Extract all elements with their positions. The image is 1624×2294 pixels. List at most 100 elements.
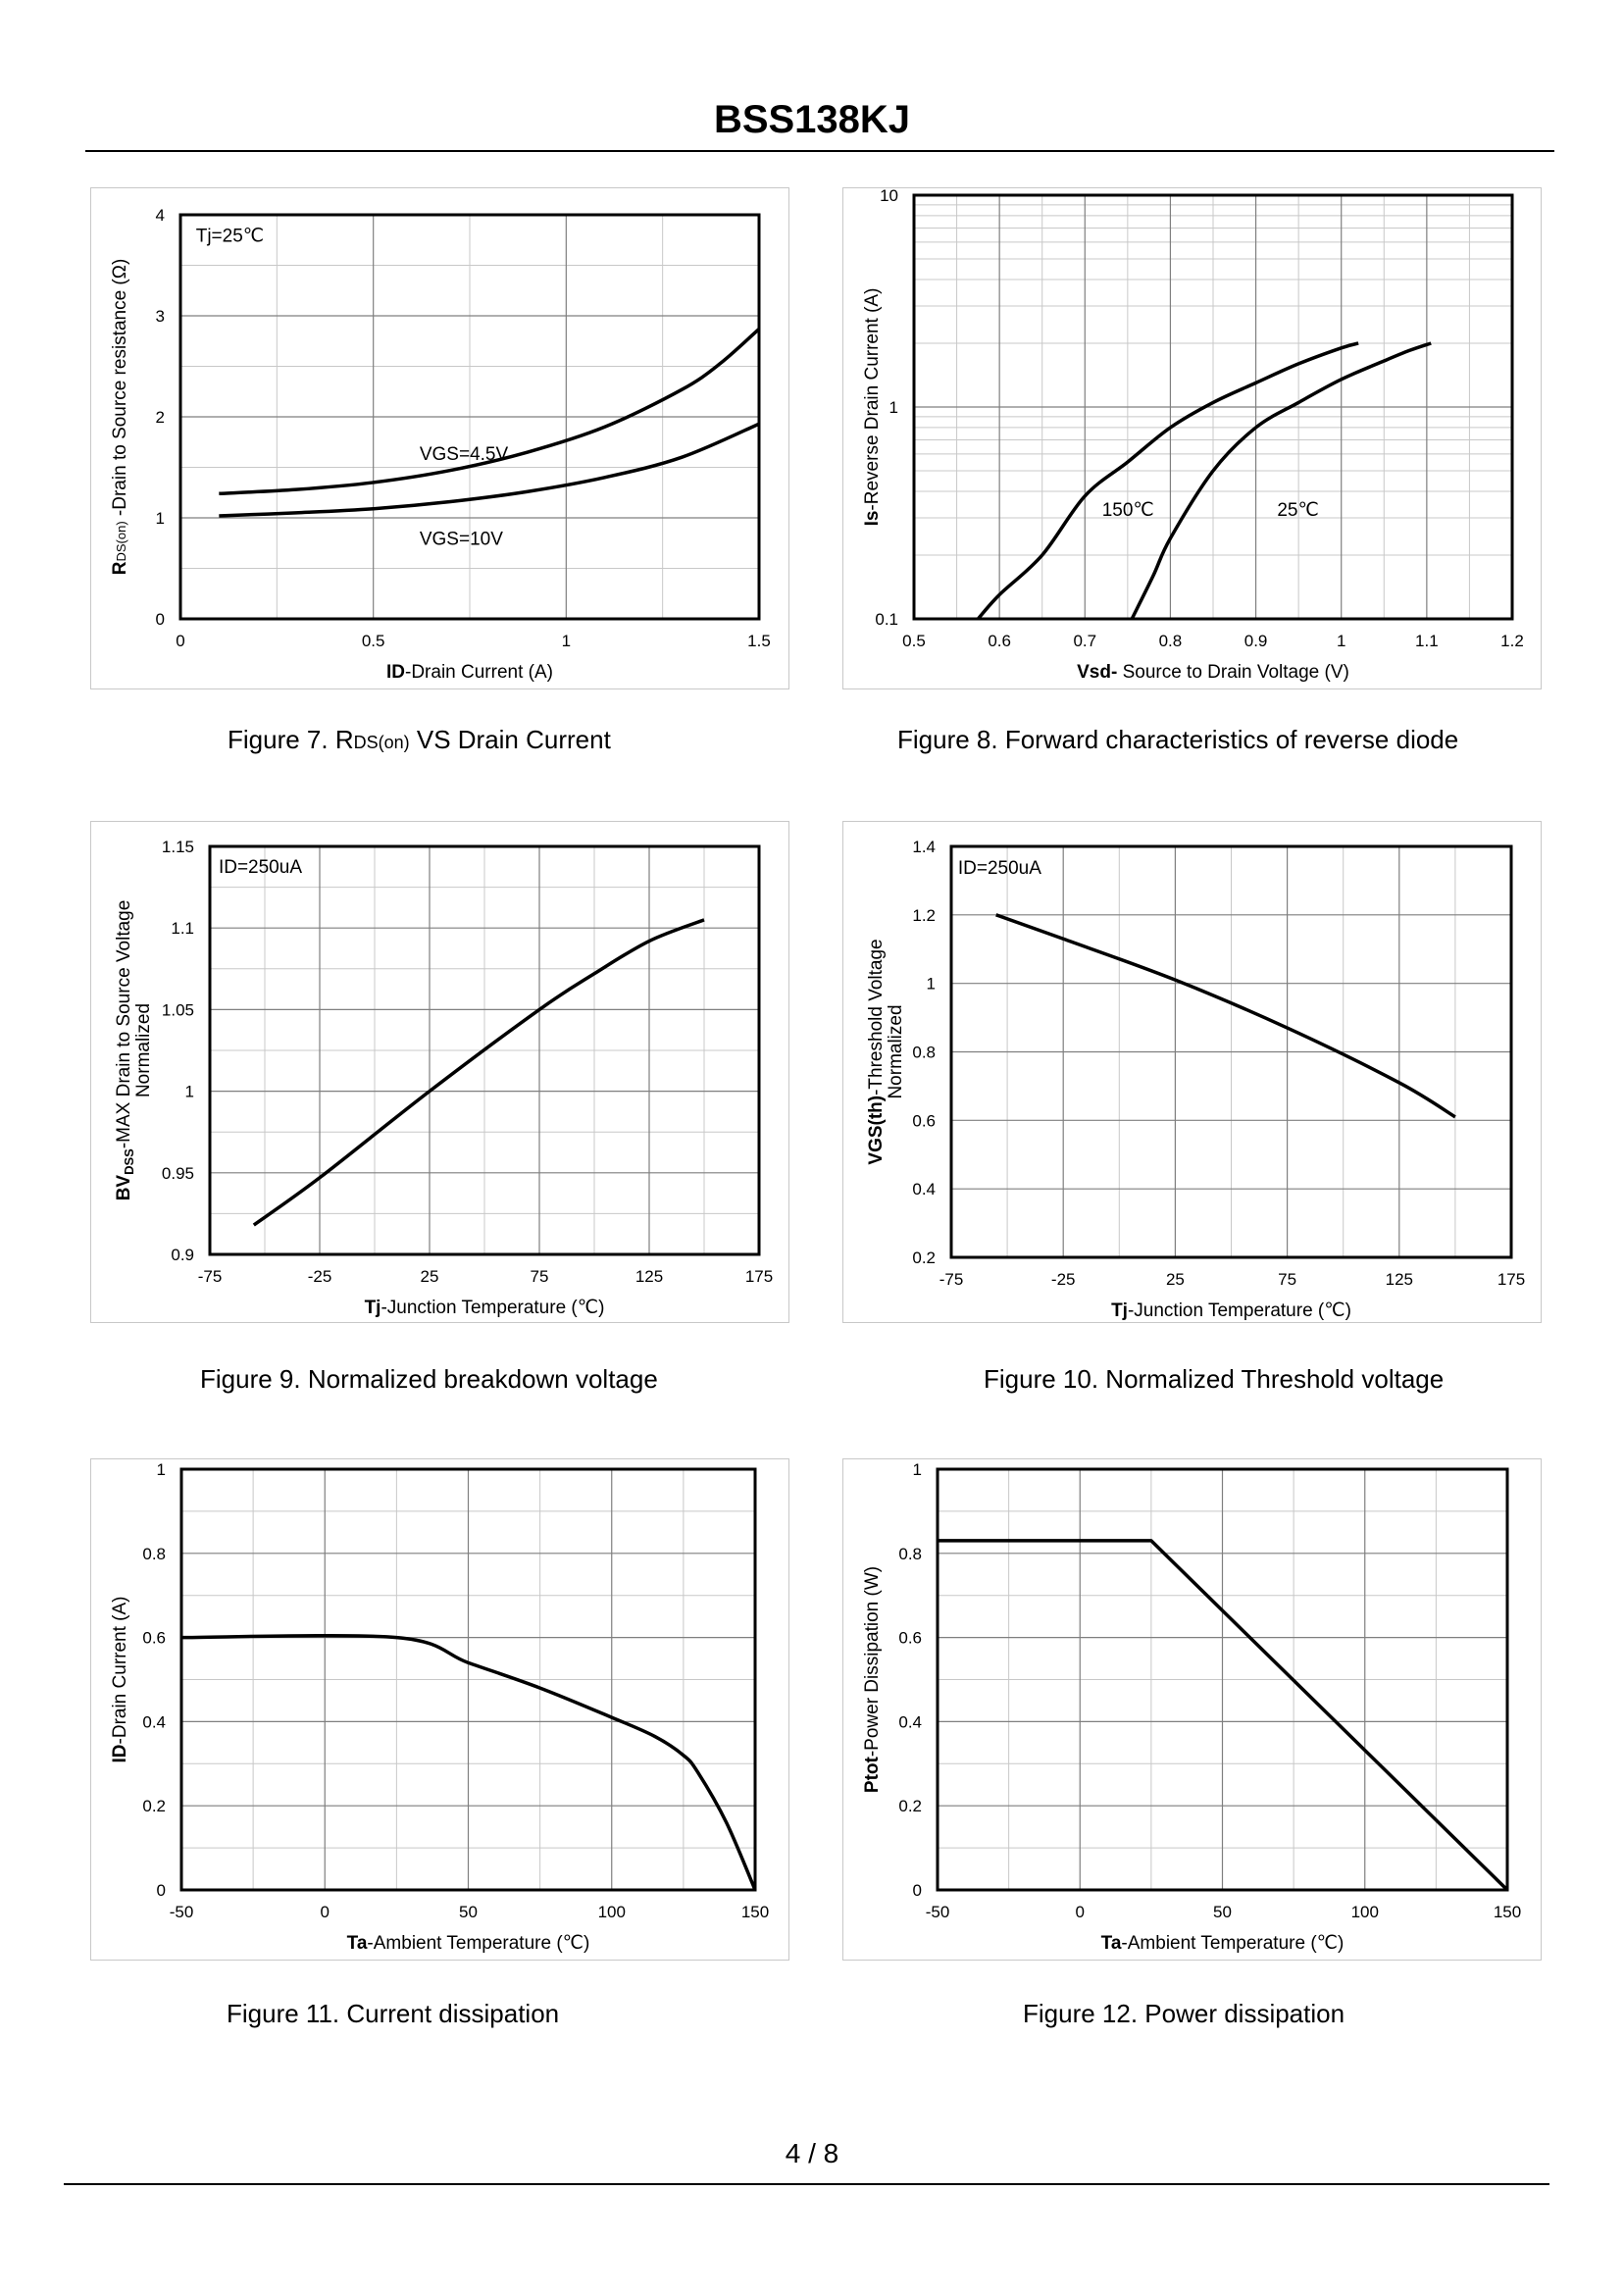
- chart-frame: [90, 1458, 789, 1961]
- x-axis-label: Vsd- Source to Drain Voltage (V): [1077, 662, 1349, 683]
- y-tick-label: 0: [913, 1881, 922, 1900]
- x-tick-label: 1: [1337, 632, 1345, 650]
- x-tick-label: 50: [1213, 1903, 1232, 1921]
- figure-10-chart: -75 -25 25 75 125 175 0.2 0.4 0.6 0.8 1 1.2 1.4 Tj-Ju…: [842, 821, 1542, 1323]
- plot-area-border: [949, 844, 1513, 1259]
- x-tick-label: 125: [1386, 1270, 1413, 1289]
- y-axis-label: BVDSS-MAX Drain to Source Voltage: [114, 900, 136, 1201]
- x-tick-label: 0.9: [1244, 632, 1268, 650]
- y-tick-label: 0.8: [898, 1545, 922, 1563]
- x-tick-label: 0: [1076, 1903, 1085, 1921]
- y-tick-label: 10: [880, 187, 898, 205]
- y-tick-label: 1: [185, 1083, 194, 1101]
- y-axis-label-line2: Normalized: [133, 1003, 154, 1097]
- y-tick-label: 1: [157, 1460, 166, 1479]
- x-axis-label: ID-Drain Current (A): [386, 662, 553, 683]
- figure-10-svg: -75 -25 25 75 125 175 0.2 0.4 0.6 0.8 1 1.2 1.4 Tj-Ju…: [842, 821, 1542, 1323]
- chart-frame: [90, 187, 789, 689]
- series-line-0: [252, 918, 705, 1227]
- y-tick-label: 1.4: [912, 838, 936, 856]
- y-tick-label: 3: [156, 307, 165, 326]
- x-axis-label: Ta-Ambient Temperature (℃): [347, 1933, 590, 1954]
- x-tick-label: 1.5: [747, 632, 771, 650]
- y-tick-label: 1.1: [171, 919, 194, 938]
- annotation-label: VGS=10V: [420, 530, 503, 550]
- x-tick-label: 1: [562, 632, 571, 650]
- y-tick-label: 1.2: [912, 906, 936, 925]
- annotation-label: Tj=25℃: [196, 227, 264, 247]
- x-tick-label: 0: [176, 632, 184, 650]
- figure-7-caption: Figure 7. RDS(on) VS Drain Current: [228, 725, 611, 754]
- x-axis-label: Tj-Junction Temperature (℃): [1111, 1300, 1351, 1321]
- figure-9-svg: -75 -25 25 75 125 175 0.9 0.95 1 1.05 1.1 1.15 Tj-Ju…: [90, 821, 789, 1323]
- annotation-label: 25℃: [1277, 500, 1318, 521]
- figure-7-svg: 0 0.5 1 1.5 0 1 2 3 4 ID-Drain Current (A) RDS(on)…: [90, 187, 789, 689]
- y-tick-label: 0.8: [142, 1545, 166, 1563]
- series-line-0: [180, 1633, 757, 1891]
- x-tick-label: 0.5: [362, 632, 385, 650]
- figure-7-chart: 0 0.5 1 1.5 0 1 2 3 4 ID-Drain Current (A) RDS(on)…: [90, 187, 789, 689]
- plot-area-border: [178, 213, 761, 621]
- y-tick-label: 4: [156, 206, 165, 225]
- y-tick-label: 1: [913, 1460, 922, 1479]
- figure-10-caption: Figure 10. Normalized Threshold voltage: [984, 1364, 1445, 1394]
- x-tick-label: -75: [939, 1270, 964, 1289]
- y-tick-label: 0.2: [912, 1249, 936, 1267]
- y-tick-label: 0.9: [171, 1246, 194, 1264]
- figure-9-caption: Figure 9. Normalized breakdown voltage: [200, 1364, 658, 1394]
- x-tick-label: -25: [308, 1267, 332, 1286]
- y-axis-label: RDS(on) -Drain to Source resistance (Ω): [110, 259, 130, 576]
- plot-area-border: [936, 1467, 1509, 1892]
- figure-8-chart: 0.5 0.6 0.7 0.8 0.9 1 1.1 1.2 0.1 1 10 Vsd- Source …: [842, 187, 1542, 689]
- y-tick-label: 1: [156, 509, 165, 528]
- y-tick-label: 0.95: [162, 1164, 194, 1183]
- y-tick-label: 0.4: [142, 1712, 166, 1731]
- x-tick-label: -25: [1051, 1270, 1076, 1289]
- x-tick-label: 0.6: [988, 632, 1011, 650]
- chart-frame: [90, 821, 789, 1323]
- chart-frame: [842, 187, 1542, 689]
- x-tick-label: 0.5: [902, 632, 926, 650]
- x-tick-label: 75: [531, 1267, 549, 1286]
- x-tick-label: 125: [635, 1267, 663, 1286]
- series-line-0: [938, 1539, 1509, 1892]
- x-tick-label: 25: [1166, 1270, 1185, 1289]
- y-tick-label: 0.6: [912, 1111, 936, 1130]
- series-line-0: [995, 913, 1456, 1119]
- y-tick-label: 1: [889, 398, 898, 417]
- x-tick-label: 150: [741, 1903, 769, 1921]
- y-tick-label: 1.15: [162, 838, 194, 856]
- figure-12-caption: Figure 12. Power dissipation: [1023, 1999, 1345, 2028]
- y-tick-label: 0.6: [142, 1629, 166, 1648]
- y-tick-label: 1: [927, 975, 936, 994]
- x-tick-label: 100: [1351, 1903, 1379, 1921]
- x-tick-label: 0: [321, 1903, 330, 1921]
- series-line-1: [219, 422, 760, 518]
- chart-frame: [842, 821, 1542, 1323]
- figure-8-caption: Figure 8. Forward characteristics of rev…: [897, 725, 1459, 754]
- x-tick-label: -50: [926, 1903, 950, 1921]
- x-tick-label: 1.2: [1500, 632, 1524, 650]
- x-tick-label: 175: [745, 1267, 773, 1286]
- x-tick-label: -75: [198, 1267, 223, 1286]
- y-axis-label: ID-Drain Current (A): [110, 1597, 130, 1763]
- y-tick-label: 0.6: [898, 1629, 922, 1648]
- x-tick-label: 150: [1494, 1903, 1521, 1921]
- x-tick-label: 0.8: [1159, 632, 1183, 650]
- annotation-label: 150℃: [1102, 500, 1154, 521]
- x-tick-label: -50: [170, 1903, 194, 1921]
- y-tick-label: 0.4: [898, 1712, 922, 1731]
- x-tick-label: 75: [1278, 1270, 1296, 1289]
- plot-area-border: [179, 1467, 757, 1892]
- y-axis-label: VGS(th)-Threshold Voltage: [866, 939, 887, 1164]
- x-tick-label: 50: [459, 1903, 478, 1921]
- x-tick-label: 100: [598, 1903, 626, 1921]
- y-tick-label: 2: [156, 408, 165, 427]
- annotation-label: VGS=4.5V: [420, 444, 509, 465]
- y-tick-label: 0.2: [142, 1797, 166, 1815]
- footer-rule: [64, 2183, 1549, 2185]
- y-tick-label: 0: [157, 1881, 166, 1900]
- y-tick-label: 1.05: [162, 1000, 194, 1019]
